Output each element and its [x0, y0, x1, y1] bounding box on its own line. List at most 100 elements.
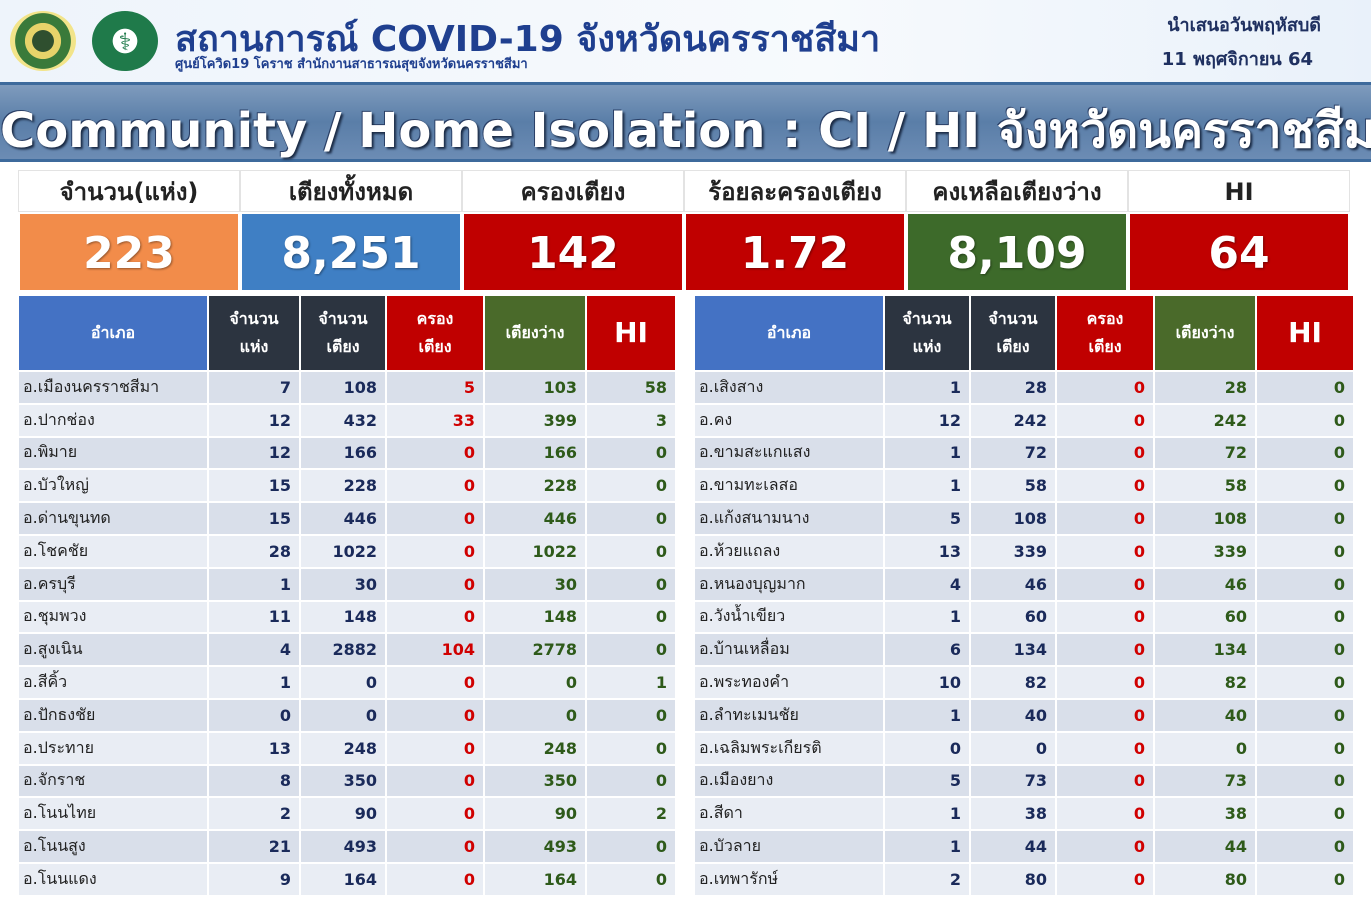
summary-label: ร้อยละครองเตียง: [684, 170, 906, 212]
available-count: 80: [1155, 863, 1255, 895]
bed-count: 73: [971, 765, 1055, 797]
summary-value: 8,109: [906, 212, 1128, 292]
presentation-date: 11 พฤศจิกายน 64: [1161, 49, 1313, 70]
bed-count: 108: [301, 372, 385, 403]
hi-count: 0: [587, 568, 675, 600]
provincial-seal-logo: [10, 11, 76, 71]
table-row: อ.ชุมพวง 11 148 0 148 0: [19, 601, 675, 633]
col-district: อำเภอ: [695, 296, 883, 370]
available-count: 134: [1155, 634, 1255, 666]
hi-count: 3: [587, 404, 675, 436]
available-count: 350: [485, 765, 585, 797]
district-name: อ.โนนไทย: [19, 798, 207, 830]
occupied-count: 0: [387, 601, 483, 633]
occupied-count: 0: [387, 667, 483, 698]
summary-label: HI: [1128, 170, 1350, 212]
table-row: อ.วังน้ำเขียว 1 60 0 60 0: [695, 601, 1353, 633]
district-name: อ.พระทองคำ: [695, 667, 883, 698]
bed-count: 350: [301, 765, 385, 797]
occupied-count: 0: [387, 535, 483, 567]
available-count: 46: [1155, 568, 1255, 600]
hi-count: 0: [1257, 667, 1353, 698]
table-row: อ.หนองบุญมาก 4 46 0 46 0: [695, 568, 1353, 600]
table-row: อ.โนนแดง 9 164 0 164 0: [19, 863, 675, 895]
site-count: 1: [209, 667, 299, 698]
district-name: อ.โนนแดง: [19, 863, 207, 895]
table-row: อ.สีคิ้ว 1 0 0 0 1: [19, 667, 675, 698]
hi-count: 0: [587, 535, 675, 567]
site-count: 1: [885, 470, 969, 502]
available-count: 2778: [485, 634, 585, 666]
table-row: อ.เฉลิมพระเกียรติ 0 0 0 0 0: [695, 732, 1353, 764]
district-name: อ.บัวใหญ่: [19, 470, 207, 502]
district-name: อ.เสิงสาง: [695, 372, 883, 403]
col-beds: จำนวน เตียง: [301, 296, 385, 370]
hi-count: 0: [587, 437, 675, 469]
district-name: อ.บ้านเหลื่อม: [695, 634, 883, 666]
site-count: 15: [209, 503, 299, 534]
bed-count: 2882: [301, 634, 385, 666]
available-count: 103: [485, 372, 585, 403]
col-count: จำนวน แห่ง: [209, 296, 299, 370]
table-row: อ.บัวลาย 1 44 0 44 0: [695, 831, 1353, 862]
bed-count: 30: [301, 568, 385, 600]
available-count: 228: [485, 470, 585, 502]
occupied-count: 0: [387, 437, 483, 469]
summary-value: 1.72: [684, 212, 906, 292]
available-count: 30: [485, 568, 585, 600]
table-row: อ.โชคชัย 28 1022 0 1022 0: [19, 535, 675, 567]
district-name: อ.เทพารักษ์: [695, 863, 883, 895]
available-count: 82: [1155, 667, 1255, 698]
hi-count: 0: [587, 699, 675, 731]
table-row: อ.โนนสูง 21 493 0 493 0: [19, 831, 675, 862]
district-name: อ.สีดา: [695, 798, 883, 830]
available-count: 446: [485, 503, 585, 534]
district-name: อ.สีคิ้ว: [19, 667, 207, 698]
occupied-count: 0: [1057, 503, 1153, 534]
table-row: อ.ขามทะเลสอ 1 58 0 58 0: [695, 470, 1353, 502]
district-name: อ.บัวลาย: [695, 831, 883, 862]
hi-count: 58: [587, 372, 675, 403]
table-row: อ.บ้านเหลื่อม 6 134 0 134 0: [695, 634, 1353, 666]
summary-value: 223: [18, 212, 240, 292]
summary-panel: จำนวน(แห่ง) 223 เตียงทั้งหมด 8,251 ครองเ…: [18, 170, 1350, 292]
summary-hi: HI 64: [1128, 170, 1350, 292]
hi-count: 1: [587, 667, 675, 698]
bed-count: 0: [971, 732, 1055, 764]
available-count: 0: [485, 699, 585, 731]
table-row: อ.โนนไทย 2 90 0 90 2: [19, 798, 675, 830]
site-count: 12: [885, 404, 969, 436]
occupied-count: 0: [1057, 831, 1153, 862]
occupied-count: 0: [1057, 798, 1153, 830]
available-count: 40: [1155, 699, 1255, 731]
available-count: 339: [1155, 535, 1255, 567]
occupied-count: 0: [1057, 437, 1153, 469]
occupied-count: 0: [1057, 535, 1153, 567]
hi-count: 0: [1257, 863, 1353, 895]
district-name: อ.วังน้ำเขียว: [695, 601, 883, 633]
district-name: อ.คง: [695, 404, 883, 436]
available-count: 58: [1155, 470, 1255, 502]
occupied-count: 0: [387, 831, 483, 862]
hi-count: 0: [1257, 372, 1353, 403]
summary-remaining: คงเหลือเตียงว่าง 8,109: [906, 170, 1128, 292]
occupied-count: 0: [1057, 863, 1153, 895]
table-header-row: อำเภอ จำนวน แห่ง จำนวน เตียง ครอง เตียง เตี…: [19, 296, 675, 370]
site-count: 9: [209, 863, 299, 895]
bed-count: 40: [971, 699, 1055, 731]
table-row: อ.จักราช 8 350 0 350 0: [19, 765, 675, 797]
summary-label: เตียงทั้งหมด: [240, 170, 462, 212]
available-count: 72: [1155, 437, 1255, 469]
hi-count: 0: [1257, 437, 1353, 469]
occupied-count: 0: [1057, 372, 1153, 403]
site-count: 21: [209, 831, 299, 862]
hi-count: 0: [1257, 503, 1353, 534]
available-count: 0: [1155, 732, 1255, 764]
table-row: อ.สูงเนิน 4 2882 104 2778 0: [19, 634, 675, 666]
occupied-count: 33: [387, 404, 483, 436]
available-count: 28: [1155, 372, 1255, 403]
col-count: จำนวน แห่ง: [885, 296, 969, 370]
district-name: อ.ประทาย: [19, 732, 207, 764]
table-row: อ.ลำทะเมนชัย 1 40 0 40 0: [695, 699, 1353, 731]
occupied-count: 0: [1057, 601, 1153, 633]
